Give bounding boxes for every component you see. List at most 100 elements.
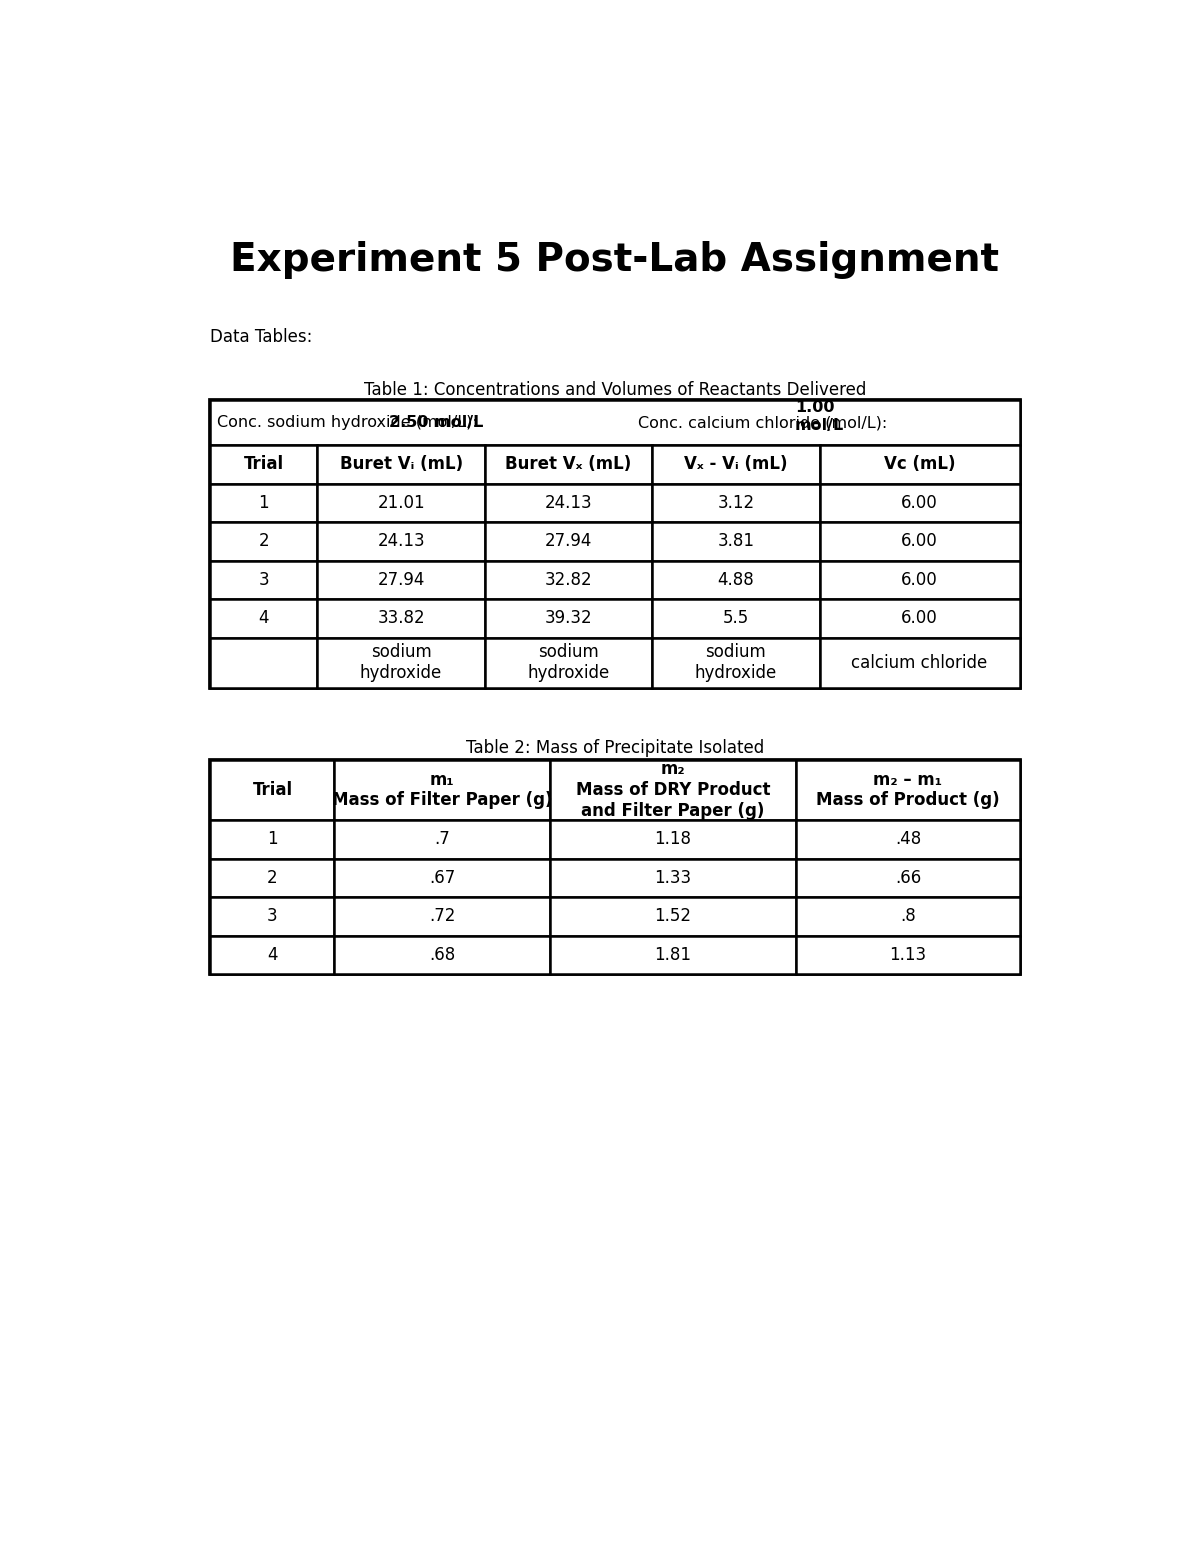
Text: Vᴄ (mL): Vᴄ (mL) [884, 455, 955, 474]
Text: 39.32: 39.32 [545, 609, 593, 627]
Text: 5.5: 5.5 [722, 609, 749, 627]
Bar [653, 638, 820, 688]
Bar [210, 522, 317, 561]
Bar [820, 483, 1020, 522]
Text: Buret Vᵢ (mL): Buret Vᵢ (mL) [340, 455, 463, 474]
Bar [550, 935, 797, 974]
Bar [820, 599, 1020, 638]
Bar [210, 446, 317, 483]
Text: Conc. sodium hydroxide (mol/L):: Conc. sodium hydroxide (mol/L): [217, 415, 482, 430]
Text: 3: 3 [259, 572, 269, 589]
Bar [317, 638, 485, 688]
Bar [485, 638, 653, 688]
Text: Buret Vₓ (mL): Buret Vₓ (mL) [505, 455, 631, 474]
Bar [653, 599, 820, 638]
Bar [820, 561, 1020, 599]
Text: m₂ – m₁
Mass of Product (g): m₂ – m₁ Mass of Product (g) [816, 770, 1000, 809]
Text: 6.00: 6.00 [901, 609, 938, 627]
Text: 1.18: 1.18 [655, 831, 691, 848]
Bar [335, 898, 550, 935]
Text: Data Tables:: Data Tables: [210, 328, 313, 345]
Text: 4: 4 [259, 609, 269, 627]
Bar [210, 859, 335, 898]
Bar [335, 820, 550, 859]
Text: 27.94: 27.94 [545, 533, 592, 550]
Bar [210, 561, 317, 599]
Text: sodium
hydroxide: sodium hydroxide [695, 643, 778, 682]
Text: .66: .66 [895, 868, 922, 887]
Bar [485, 446, 653, 483]
Text: 6.00: 6.00 [901, 572, 938, 589]
Bar [317, 446, 485, 483]
Bar [210, 401, 1020, 688]
Text: .8: .8 [900, 907, 916, 926]
Bar [550, 759, 797, 820]
Bar [210, 638, 317, 688]
Bar [653, 483, 820, 522]
Text: 21.01: 21.01 [377, 494, 425, 512]
Bar [653, 446, 820, 483]
Bar [335, 759, 550, 820]
Bar [485, 522, 653, 561]
Text: 33.82: 33.82 [377, 609, 425, 627]
Text: 3.12: 3.12 [718, 494, 755, 512]
Text: Trial: Trial [252, 781, 293, 800]
Bar [820, 446, 1020, 483]
Text: 1: 1 [268, 831, 277, 848]
Bar [210, 898, 335, 935]
Text: Table 1: Concentrations and Volumes of Reactants Delivered: Table 1: Concentrations and Volumes of R… [364, 382, 866, 399]
Text: 3.81: 3.81 [718, 533, 755, 550]
Text: Trial: Trial [244, 455, 284, 474]
Text: sodium
hydroxide: sodium hydroxide [527, 643, 610, 682]
Bar [317, 599, 485, 638]
Bar [550, 898, 797, 935]
Text: 24.13: 24.13 [545, 494, 593, 512]
Text: 1: 1 [259, 494, 269, 512]
Bar [653, 561, 820, 599]
Text: 1.33: 1.33 [654, 868, 691, 887]
Text: 27.94: 27.94 [378, 572, 425, 589]
Text: calcium chloride: calcium chloride [852, 654, 988, 671]
Bar [550, 859, 797, 898]
Bar [820, 522, 1020, 561]
Text: 1.13: 1.13 [889, 946, 926, 964]
Bar [550, 820, 797, 859]
Text: Table 2: Mass of Precipitate Isolated: Table 2: Mass of Precipitate Isolated [466, 739, 764, 756]
Text: m₂
Mass of DRY Product
and Filter Paper (g): m₂ Mass of DRY Product and Filter Paper … [576, 761, 770, 820]
Text: 3: 3 [268, 907, 277, 926]
Text: 6.00: 6.00 [901, 533, 938, 550]
Bar [317, 483, 485, 522]
Bar [485, 599, 653, 638]
Text: 6.00: 6.00 [901, 494, 938, 512]
Text: Vₓ - Vᵢ (mL): Vₓ - Vᵢ (mL) [684, 455, 787, 474]
Bar [210, 401, 1020, 446]
Bar [820, 638, 1020, 688]
Bar [797, 820, 1020, 859]
Text: m₁
Mass of Filter Paper (g): m₁ Mass of Filter Paper (g) [332, 770, 552, 809]
Text: 32.82: 32.82 [545, 572, 593, 589]
Text: .68: .68 [430, 946, 455, 964]
Bar [210, 599, 317, 638]
Text: .67: .67 [430, 868, 455, 887]
Text: 2: 2 [259, 533, 269, 550]
Bar [653, 522, 820, 561]
Bar [335, 935, 550, 974]
Bar [485, 483, 653, 522]
Bar [797, 935, 1020, 974]
Text: .7: .7 [434, 831, 450, 848]
Bar [317, 561, 485, 599]
Bar [210, 820, 335, 859]
Text: 4.88: 4.88 [718, 572, 755, 589]
Bar [210, 935, 335, 974]
Text: 1.00
mol/L: 1.00 mol/L [794, 401, 844, 433]
Text: 1.52: 1.52 [655, 907, 691, 926]
Text: 2: 2 [268, 868, 277, 887]
Bar [797, 859, 1020, 898]
Text: .72: .72 [428, 907, 455, 926]
Bar [335, 859, 550, 898]
Text: Experiment 5 Post-Lab Assignment: Experiment 5 Post-Lab Assignment [230, 241, 1000, 278]
Bar [210, 759, 1020, 974]
Bar [485, 561, 653, 599]
Text: 4: 4 [268, 946, 277, 964]
Bar [797, 759, 1020, 820]
